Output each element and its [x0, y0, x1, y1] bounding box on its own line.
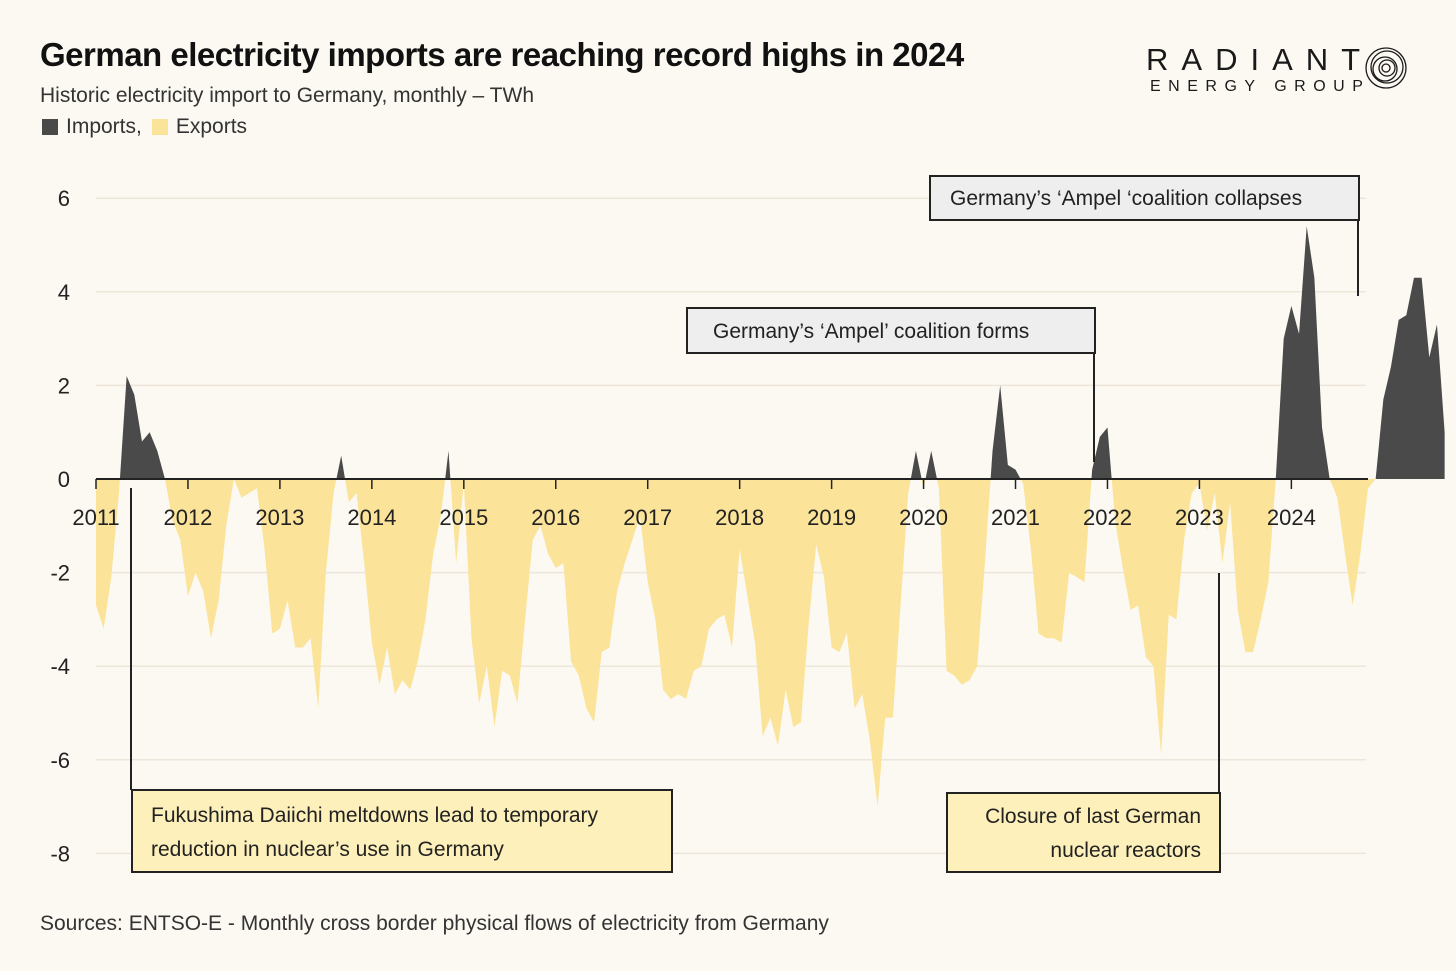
y-tick-label: 0	[58, 467, 70, 492]
x-tick-label: 2021	[991, 505, 1040, 530]
imports-area	[96, 226, 1445, 479]
x-tick-label: 2011	[72, 505, 119, 530]
y-tick-label: -2	[50, 561, 70, 586]
y-tick-label: -8	[50, 841, 70, 866]
source-note: Sources: ENTSO-E - Monthly cross border …	[40, 912, 829, 935]
legend-exports-swatch	[151, 119, 168, 135]
y-tick-label: 6	[58, 186, 70, 211]
company-logo: RADIANT ENERGY GROUP	[1146, 42, 1416, 102]
x-tick-label: 2017	[623, 505, 672, 530]
x-tick-label: 2013	[255, 505, 304, 530]
x-tick-label: 2012	[163, 505, 212, 530]
x-tick-label: 2024	[1267, 505, 1316, 530]
annotation-coalition-collapse-text: Germany’s ‘Ampel ‘coalition collapses	[950, 187, 1303, 210]
legend-imports: Imports,	[42, 115, 142, 139]
annotation-closure-line1: Closure of last German	[985, 805, 1201, 828]
annotation-coalition-forms: Germany’s ‘Ampel’ coalition forms	[686, 307, 1096, 354]
annotation-coalition-forms-text: Germany’s ‘Ampel’ coalition forms	[713, 320, 1030, 343]
exports-area	[96, 479, 1445, 807]
chart-title: German electricity imports are reaching …	[40, 36, 964, 73]
x-tick-label: 2019	[807, 505, 856, 530]
x-tick-label: 2018	[715, 505, 764, 530]
annotation-fukushima: Fukushima Daiichi meltdowns lead to temp…	[131, 789, 673, 873]
y-tick-label: -6	[50, 748, 70, 773]
annotation-fukushima-line2: reduction in nuclear’s use in Germany	[151, 838, 504, 861]
legend-exports: Exports	[151, 115, 248, 139]
chart-subtitle: Historic electricity import to Germany, …	[40, 84, 535, 107]
annotation-coalition-collapse: Germany’s ‘Ampel ‘coalition collapses	[929, 175, 1360, 221]
x-tick-label: 2014	[347, 505, 396, 530]
legend-exports-label: Exports	[175, 115, 248, 138]
legend: Imports, Exports	[42, 115, 257, 139]
annotation-closure: Closure of last German nuclear reactors	[946, 792, 1221, 873]
logo-circles-icon	[1365, 47, 1407, 89]
x-tick-label: 2015	[439, 505, 488, 530]
legend-imports-swatch	[42, 119, 58, 135]
annotation-closure-line2: nuclear reactors	[1050, 839, 1201, 862]
x-tick-label: 2016	[531, 505, 580, 530]
logo-line1: RADIANT	[1146, 42, 1374, 77]
annotation-fukushima-line1: Fukushima Daiichi meltdowns lead to temp…	[151, 804, 599, 827]
x-tick-label: 2020	[899, 505, 948, 530]
logo-line2: ENERGY GROUP	[1150, 78, 1371, 95]
y-tick-label: 2	[58, 373, 70, 398]
y-tick-label: 4	[58, 280, 70, 305]
legend-imports-label: Imports,	[66, 115, 142, 138]
x-tick-label: 2023	[1175, 505, 1224, 530]
y-tick-label: -4	[50, 654, 70, 679]
x-tick-label: 2022	[1083, 505, 1132, 530]
